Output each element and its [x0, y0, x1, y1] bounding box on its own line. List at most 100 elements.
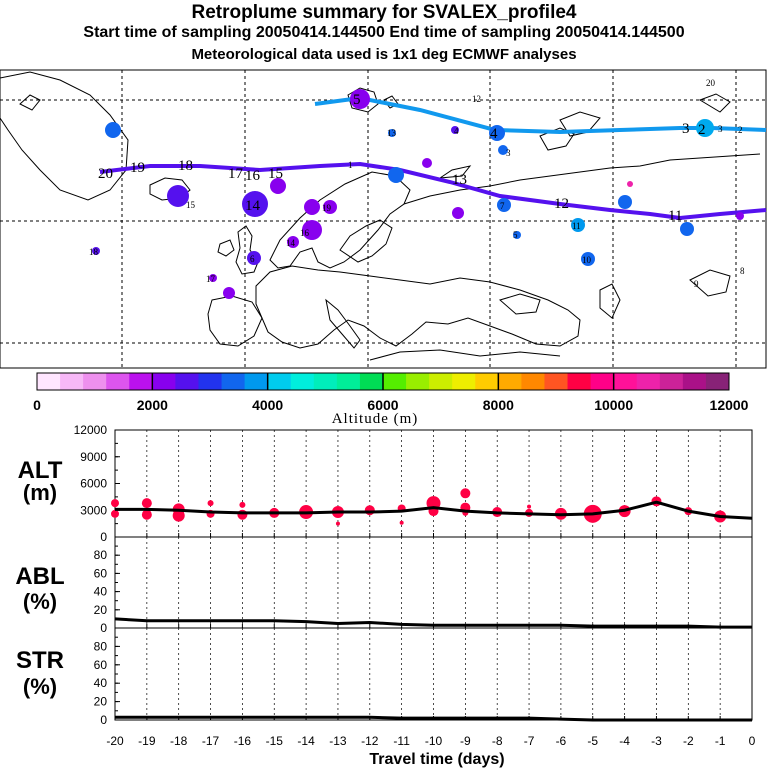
- altitude-marker: [335, 521, 340, 526]
- colorbar-tick-label: 0: [33, 397, 41, 413]
- y-tick-label: 20: [94, 695, 108, 709]
- x-tick-label: -20: [106, 734, 124, 748]
- cluster-circle: [581, 252, 595, 266]
- colorbar-swatch: [636, 373, 661, 390]
- colorbar-tick-label: 2000: [137, 397, 168, 413]
- panel-label-abl: ABL: [15, 563, 64, 590]
- altitude-marker: [237, 509, 248, 520]
- colorbar-swatch: [521, 373, 545, 390]
- altitude-marker: [207, 500, 214, 507]
- colorbar-swatch: [129, 373, 153, 390]
- cluster-label: 17: [206, 274, 216, 284]
- track-label: 2: [698, 122, 706, 138]
- y-tick-label: 0: [100, 530, 107, 544]
- panel-label-alt: ALT: [18, 457, 63, 484]
- colorbar-tick-label: 12000: [710, 397, 749, 413]
- cluster-circle: [209, 274, 217, 282]
- cluster-label: 7: [500, 201, 505, 211]
- track-label: 4: [490, 126, 498, 142]
- cluster-circle: [452, 207, 464, 219]
- cluster-label: 3: [506, 148, 511, 158]
- colorbar-swatch: [244, 373, 269, 390]
- cluster-circle: [451, 126, 459, 134]
- colorbar-swatch: [313, 373, 338, 390]
- cluster-circle: [287, 236, 299, 248]
- altitude-marker: [527, 504, 532, 509]
- plume-clusters: [92, 89, 744, 299]
- cluster-label: 10: [582, 255, 592, 265]
- cluster-circle: [489, 125, 505, 141]
- y-tick-label: 80: [94, 548, 108, 562]
- cluster-label: 18: [89, 247, 99, 257]
- colorbar-swatch: [429, 373, 453, 390]
- track-label: 13: [452, 172, 467, 188]
- panel-abl: 80 60 40 20 0 ABL(%): [15, 536, 753, 635]
- altitude-marker: [460, 488, 471, 499]
- series-line-alt: [115, 500, 753, 520]
- track-label: 20: [98, 166, 113, 182]
- meteorological-data-line: Meteorological data used is 1x1 deg ECMW…: [191, 46, 577, 63]
- altitude-marker: [141, 498, 152, 509]
- colorbar-swatch: [336, 373, 361, 390]
- colorbar-tick-label: 8000: [483, 397, 514, 413]
- retroplume-track-purple: [99, 161, 767, 221]
- colorbar-swatch: [290, 373, 315, 390]
- cluster-circle: [498, 145, 508, 155]
- y-tick-label: 40: [94, 676, 108, 690]
- cluster-label: 8: [740, 266, 745, 276]
- colorbar-swatch: [37, 373, 61, 390]
- colorbar-tick-label: 10000: [594, 397, 633, 413]
- cluster-circle: [105, 122, 121, 138]
- y-tick-label: 6000: [80, 477, 107, 491]
- cluster-circle: [696, 119, 714, 137]
- x-tick-label: -5: [587, 734, 598, 748]
- cluster-circle: [167, 185, 189, 207]
- track-label: 15: [268, 166, 283, 182]
- x-tick-label: -8: [492, 734, 503, 748]
- panel-alt: 12000 9000 6000 3000 0 ALT(m): [18, 423, 753, 544]
- x-tick-label: -11: [393, 734, 410, 748]
- colorbar-swatch: [406, 373, 430, 390]
- y-tick-label: 3000: [80, 503, 107, 517]
- cluster-label: 5: [513, 230, 518, 240]
- colorbar-swatch: [359, 373, 384, 390]
- cluster-circle: [350, 89, 370, 109]
- colorbar-swatch: [567, 373, 592, 390]
- series-line-str: [115, 715, 752, 722]
- colorbar-swatch: [498, 373, 522, 390]
- cluster-circle: [388, 129, 396, 137]
- panel-unit-alt: (m): [23, 480, 57, 505]
- altitude-marker: [141, 509, 152, 520]
- y-tick-label: 12000: [74, 423, 108, 437]
- track-label: 19: [130, 160, 145, 176]
- cluster-circle: [736, 212, 744, 220]
- track-label: 18: [178, 158, 193, 174]
- figure-title: Retroplume summary for SVALEX_profile4: [191, 2, 577, 23]
- x-tick-label: -10: [425, 734, 443, 748]
- colorbar-swatch: [452, 373, 476, 390]
- cluster-circle: [627, 181, 633, 187]
- x-tick-label: -9: [460, 734, 471, 748]
- cluster-label: 1: [348, 160, 353, 170]
- panel-unit-abl: (%): [23, 589, 57, 614]
- series-line-abl: [114, 617, 752, 629]
- cluster-labels: 1 2 3 3 4 5 6 7 8 9 10 11 12 13 14 15 16…: [89, 78, 745, 289]
- x-tick-label: -13: [329, 734, 347, 748]
- x-tick-label: -3: [651, 734, 662, 748]
- y-tick-label: 60: [94, 566, 108, 580]
- x-tick-label: -4: [619, 734, 630, 748]
- cluster-circle: [242, 191, 268, 217]
- y-tick-label: 0: [100, 713, 107, 727]
- altitude-marker: [111, 509, 119, 518]
- colorbar-swatch: [198, 373, 223, 390]
- cluster-circle: [247, 251, 261, 265]
- cluster-circle: [422, 158, 432, 168]
- cluster-label: 14: [286, 238, 296, 248]
- x-tick-label: -7: [524, 734, 535, 748]
- cluster-circle: [388, 167, 404, 183]
- colorbar-swatch: [705, 373, 730, 390]
- map-graticule: [0, 70, 766, 368]
- cluster-label: 13: [387, 128, 397, 138]
- track-label: 3: [682, 121, 690, 137]
- y-tick-label: 9000: [80, 450, 107, 464]
